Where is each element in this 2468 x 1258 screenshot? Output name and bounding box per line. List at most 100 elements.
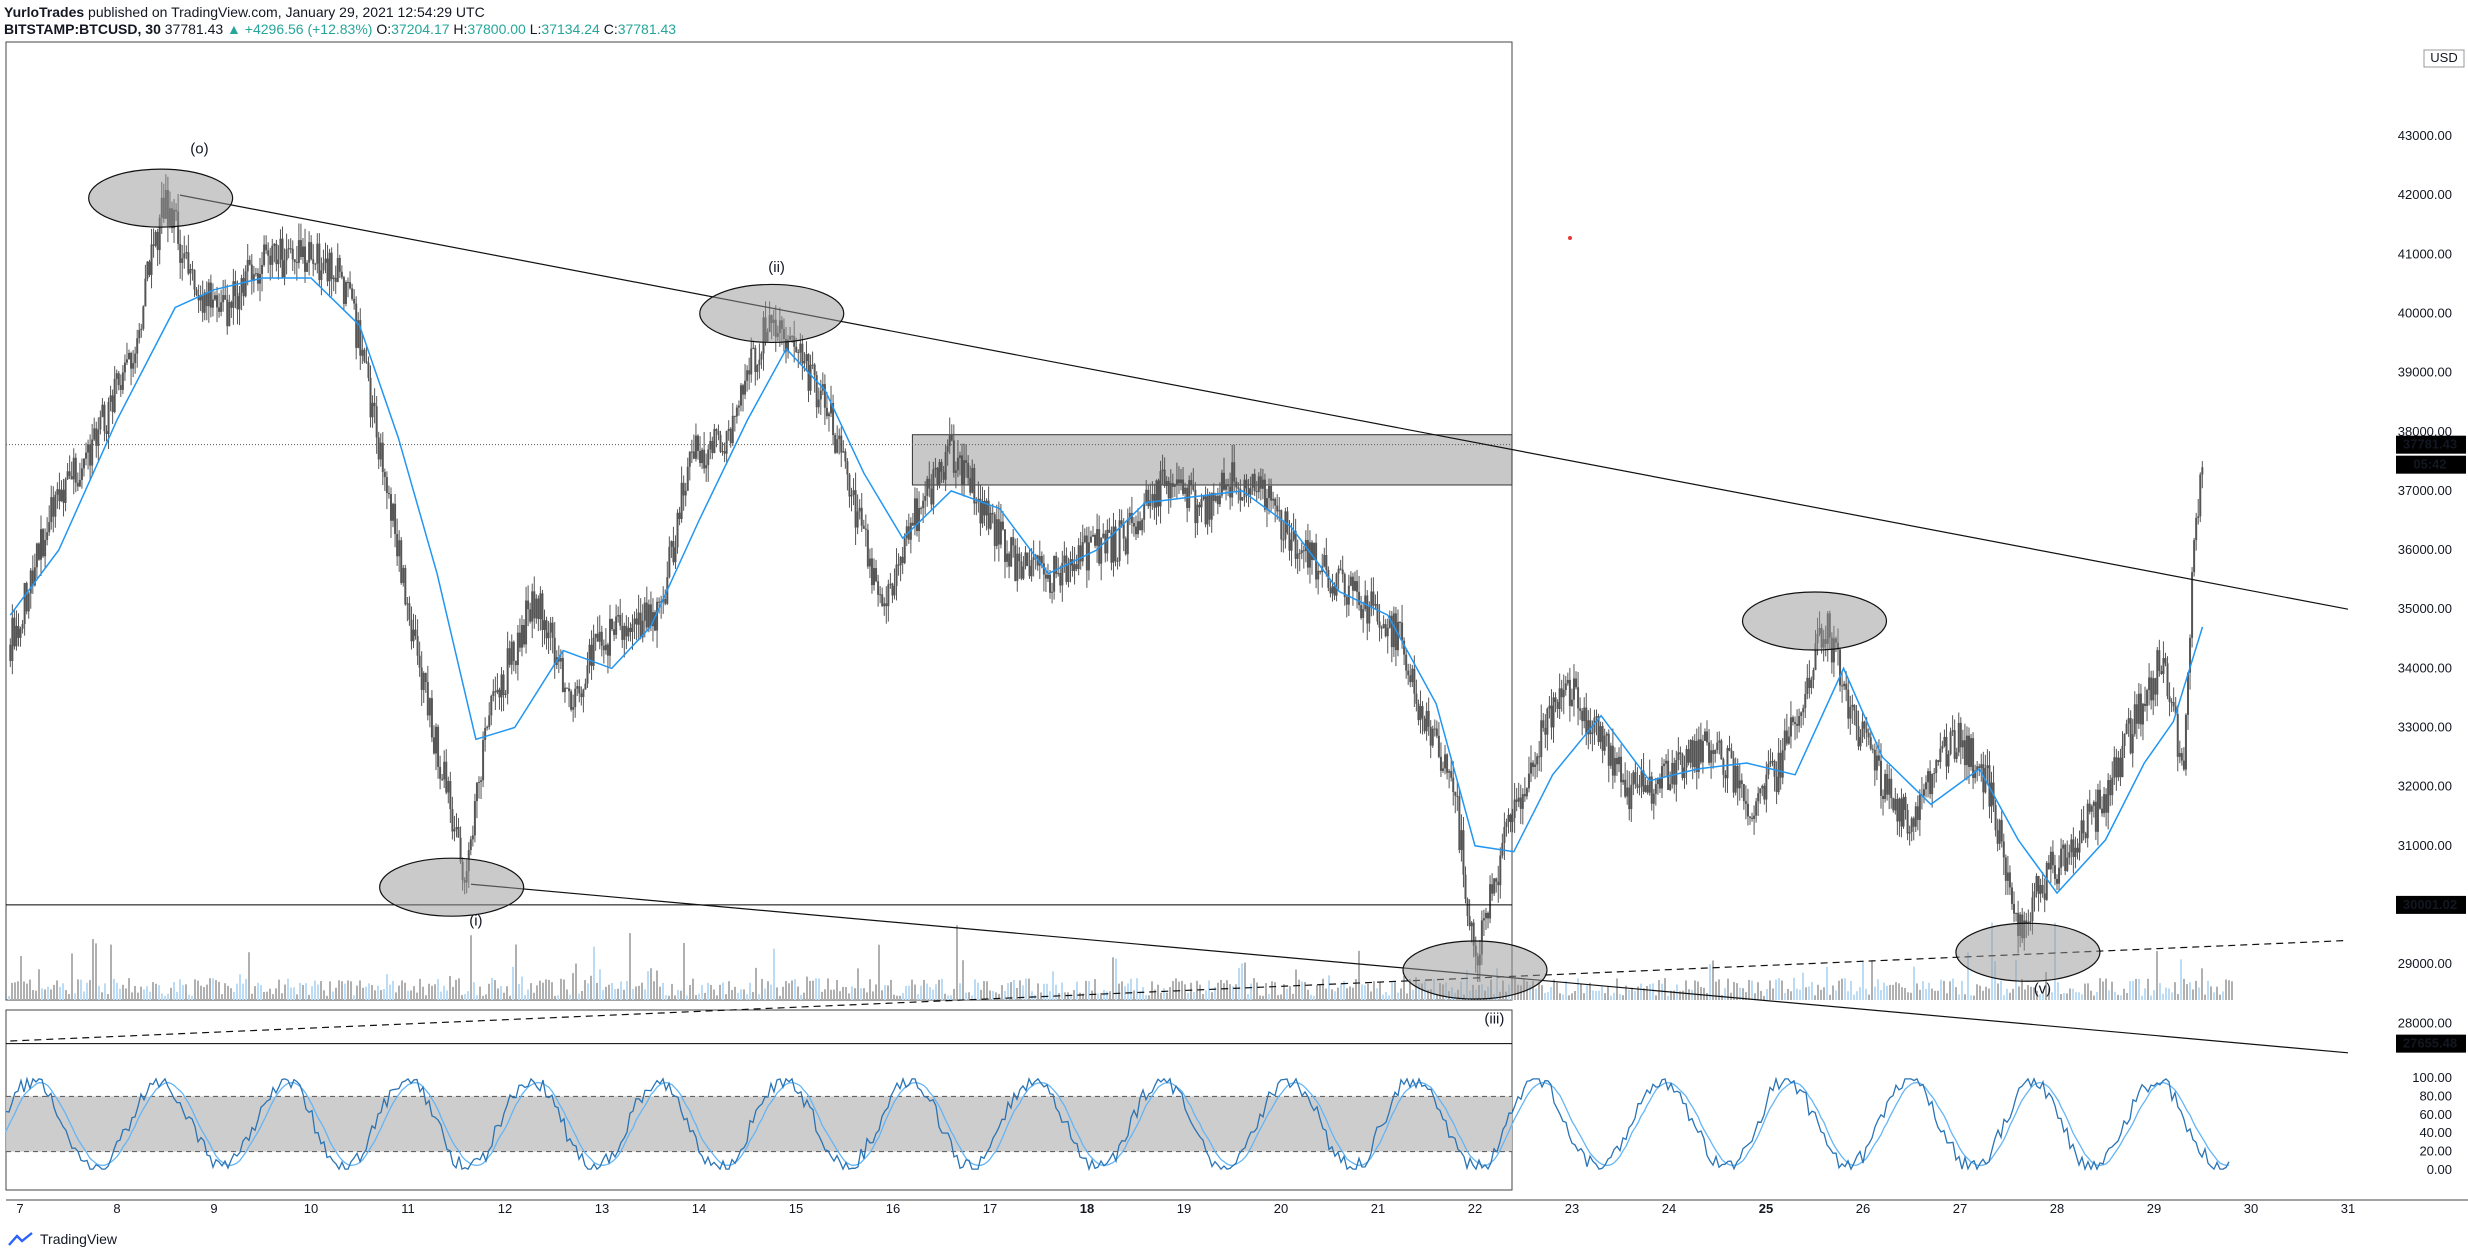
volume-bar <box>614 989 616 1000</box>
candle-body <box>109 395 112 402</box>
volume-bar <box>1688 989 1690 1000</box>
candle-body <box>1734 765 1737 793</box>
volume-bar <box>1898 983 1900 1000</box>
candle-body <box>1757 793 1760 802</box>
volume-bar <box>818 978 820 1000</box>
candle-body <box>1967 735 1970 767</box>
volume-bar <box>542 982 544 1000</box>
volume-bar <box>698 993 700 1000</box>
candle-body <box>629 627 632 633</box>
candle-body <box>1644 785 1647 792</box>
volume-bar <box>41 988 43 1000</box>
volume-bar <box>2225 979 2227 1000</box>
candle-body <box>1055 555 1058 574</box>
candle-body <box>85 452 88 459</box>
volume-bar <box>1610 995 1612 1000</box>
volume-bar <box>1436 994 1438 1000</box>
candle-body <box>1141 519 1144 531</box>
price-tick-label: 37000.00 <box>2398 483 2452 498</box>
candle-body <box>1935 760 1938 774</box>
candle-body <box>539 593 542 620</box>
volume-bar <box>665 995 667 1000</box>
candle-body <box>999 521 1002 545</box>
volume-bar <box>1370 991 1372 1000</box>
volume-bar <box>218 981 220 1000</box>
volume-bar <box>1043 983 1045 1000</box>
volume-bar <box>1325 988 1327 1000</box>
candle-body <box>1401 622 1404 641</box>
candle-body <box>1673 762 1676 785</box>
candle-body <box>220 302 223 312</box>
candle-body <box>709 440 712 450</box>
price-axis[interactable]: 100.0080.0060.0040.0020.000.00USD43000.0… <box>2396 49 2466 1177</box>
candle-body <box>1908 831 1911 834</box>
volume-bar <box>341 981 343 1000</box>
candle-body <box>664 599 667 604</box>
candle-body <box>1182 479 1185 494</box>
wave-ellipse <box>699 283 845 344</box>
volume-bar <box>977 982 979 1000</box>
candle-body <box>2182 760 2185 770</box>
volume-bar <box>806 976 808 1000</box>
candle-body <box>1556 702 1559 709</box>
candle-body <box>746 370 749 381</box>
candle-body <box>836 439 839 453</box>
candle-body <box>1697 739 1700 772</box>
candle-body <box>840 435 843 453</box>
candle-body <box>701 449 704 464</box>
volume-bar <box>1019 980 1021 1000</box>
footer-brand[interactable]: TradingView <box>8 1231 117 1247</box>
candle-body <box>1667 760 1670 790</box>
volume-bar <box>608 984 610 1000</box>
volume-bar <box>236 983 238 1000</box>
volume-bar <box>1721 995 1723 1000</box>
time-axis[interactable]: 7 8 9 10 11 12 13 14 15 16 17 18 19 20 21 22 23 24 25 26 27 2… <box>16 1201 2355 1216</box>
candle-body <box>1460 830 1463 851</box>
volume-bar <box>1913 966 1915 1000</box>
volume-bar <box>692 978 694 1000</box>
volume-bar <box>1298 979 1300 1000</box>
candle-body <box>1323 554 1326 567</box>
candle-body <box>893 586 896 596</box>
volume-bar <box>308 994 310 1000</box>
candle-body <box>398 540 401 557</box>
candle-body <box>1963 740 1966 766</box>
candle-body <box>2094 801 2097 832</box>
candle-body <box>1896 798 1899 822</box>
volume-bar <box>422 986 424 1000</box>
volume-bar <box>371 984 373 1000</box>
volume-bar <box>1646 985 1648 1000</box>
candle-body <box>11 617 14 661</box>
candle-body <box>269 255 272 265</box>
volume-bar <box>2096 992 2098 1000</box>
volume-bar <box>1091 990 1093 1000</box>
volume-bar <box>1967 952 1969 1000</box>
volume-bar <box>1274 982 1276 1000</box>
volume-bar <box>500 986 502 1000</box>
candle-body <box>1601 726 1604 751</box>
candle-body <box>1540 720 1543 757</box>
volume-bar <box>1712 960 1714 1000</box>
candle-body <box>590 644 593 666</box>
candle-body <box>195 289 198 296</box>
candle-body <box>2031 897 2034 922</box>
volume-bar <box>1067 992 1069 1000</box>
candle-body <box>1794 722 1797 724</box>
candle-body <box>1208 494 1211 520</box>
volume-bar <box>1796 988 1798 1000</box>
candle-body <box>121 372 124 390</box>
volume-bar <box>77 979 79 1000</box>
volume-bar <box>1130 978 1132 1000</box>
candle-body <box>635 618 638 625</box>
volume-bar <box>1874 986 1876 1000</box>
volume-bar <box>1262 995 1264 1000</box>
candle-body <box>784 338 787 352</box>
volume-bar <box>203 987 205 1000</box>
candle-body <box>1071 559 1074 572</box>
candle-body <box>516 632 519 666</box>
candle-body <box>134 353 137 364</box>
candle-body <box>668 546 671 578</box>
candle-body <box>207 282 210 307</box>
currency-label: USD <box>2430 50 2457 65</box>
